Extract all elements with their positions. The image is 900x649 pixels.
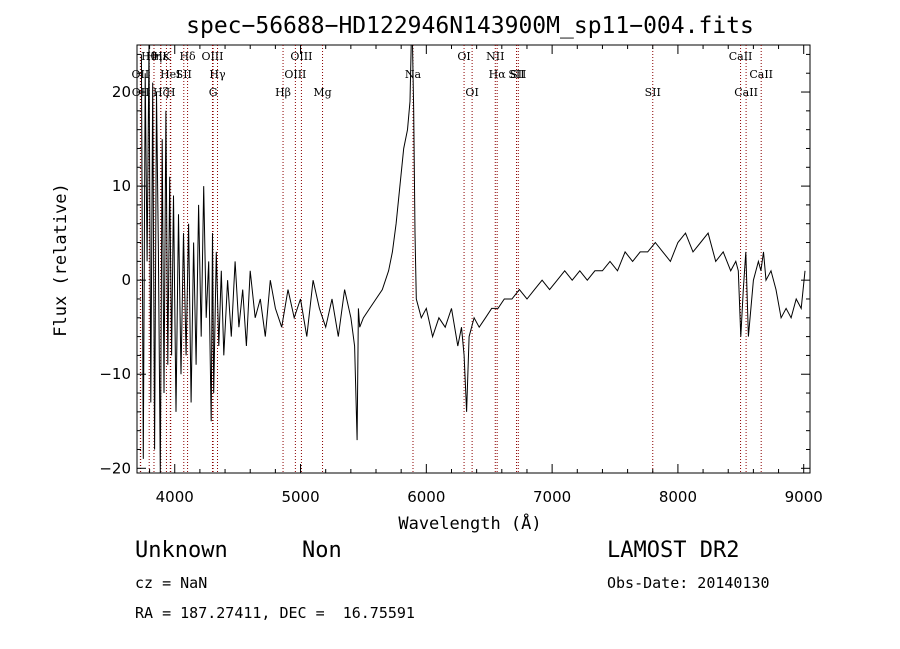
line-marker-label: Hε — [153, 50, 169, 63]
line-marker-label: SII — [176, 68, 192, 81]
line-marker-label: SII — [645, 86, 661, 99]
line-marker-label: SII — [510, 68, 526, 81]
line-marker-label: CaII — [749, 68, 773, 81]
line-marker-label: H — [166, 86, 176, 99]
y-tick-label: 10 — [112, 177, 131, 195]
x-tick-label: 8000 — [659, 488, 697, 506]
survey-name: LAMOST DR2 — [607, 538, 740, 563]
chart-title: spec−56688−HD122946N143900M_sp11−004.fit… — [186, 13, 754, 39]
axis-ticks: 4000 5000 6000 7000 8000 9000 −20 −10 0 10 20 — [99, 45, 823, 506]
line-marker-label: K — [162, 50, 171, 63]
x-tick-label: 9000 — [785, 488, 823, 506]
object-subclass: Non — [302, 538, 342, 563]
x-tick-label: 4000 — [156, 488, 194, 506]
x-tick-label: 7000 — [533, 488, 571, 506]
line-marker-label: SII — [508, 68, 524, 81]
line-marker-label: G — [209, 86, 218, 99]
plot-frame — [136, 44, 811, 474]
line-marker-label: OIII — [290, 50, 312, 63]
line-marker-label: OI — [465, 86, 478, 99]
line-marker-label: NII — [486, 50, 504, 63]
spectrum-line — [140, 44, 806, 474]
line-marker-label: OIII — [201, 50, 223, 63]
x-axis-label: Wavelength (Å) — [398, 512, 541, 534]
y-tick-label: 20 — [112, 83, 131, 101]
line-marker-label: Hγ — [209, 68, 226, 81]
line-marker-label: Hδ — [179, 50, 196, 63]
x-tick-label: 5000 — [281, 488, 319, 506]
line-marker-label: OII — [132, 68, 150, 81]
line-marker-label: CaII — [734, 86, 758, 99]
line-marker-label: Hη — [146, 50, 162, 63]
line-marker-label: Hβ — [275, 86, 291, 99]
object-class: Unknown — [135, 538, 228, 563]
coordinates: RA = 187.27411, DEC = 16.75591 — [135, 604, 415, 622]
y-tick-label: 0 — [121, 271, 131, 289]
line-marker-label: CaII — [729, 50, 753, 63]
obs-date: Obs-Date: 20140130 — [607, 574, 770, 592]
y-tick-label: −20 — [99, 459, 131, 477]
line-marker-label: OIII — [284, 68, 306, 81]
line-marker-label: HeI — [160, 68, 180, 81]
y-tick-label: −10 — [99, 365, 131, 383]
line-marker-label: Mg — [313, 86, 331, 99]
line-marker-label: Hα — [489, 68, 507, 81]
y-axis-label: Flux (relative) — [51, 183, 71, 337]
line-marker-label: OI — [457, 50, 470, 63]
x-tick-label: 6000 — [407, 488, 445, 506]
redshift-value: cz = NaN — [135, 574, 208, 592]
